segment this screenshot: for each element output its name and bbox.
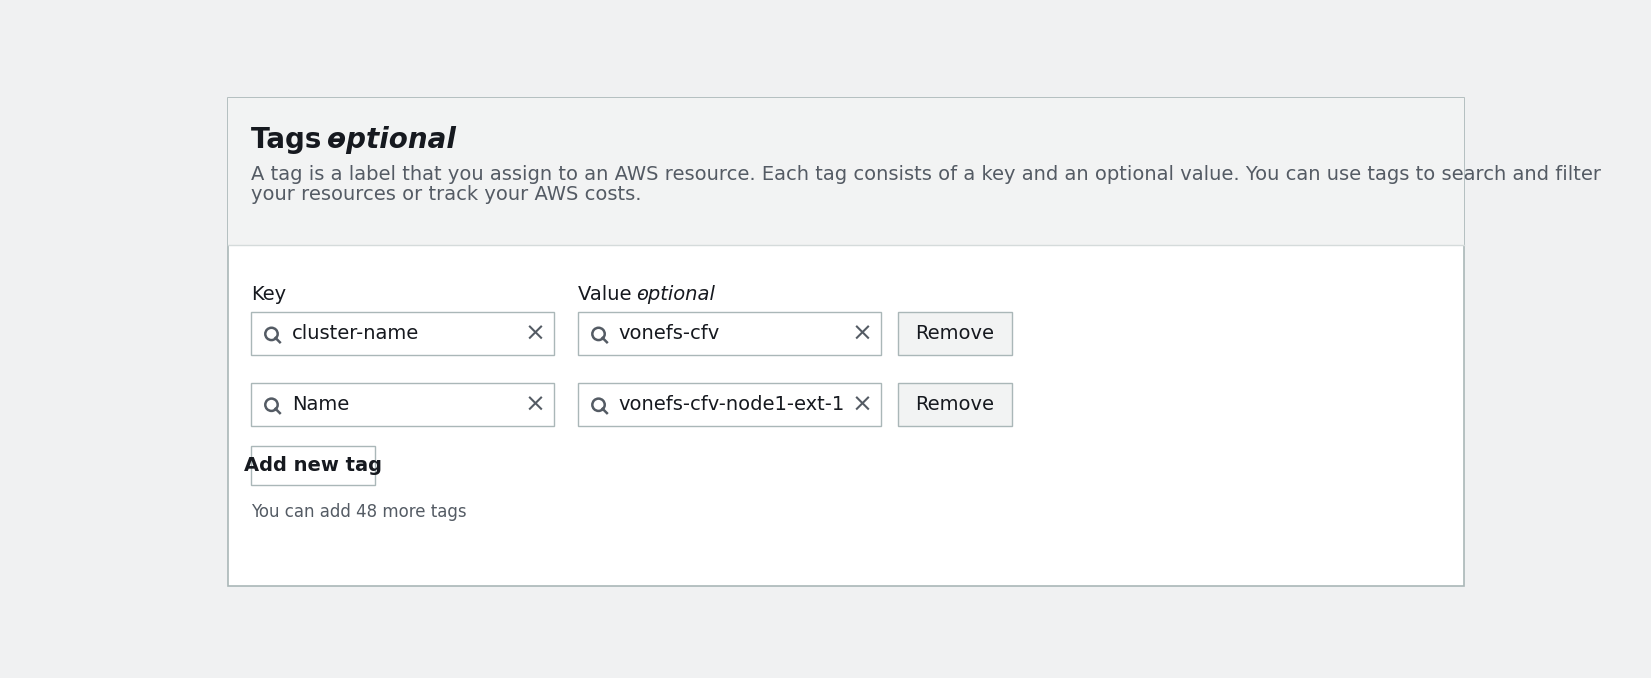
FancyBboxPatch shape [251, 313, 553, 355]
Text: ×: × [852, 393, 872, 417]
Text: cluster-name: cluster-name [292, 324, 419, 344]
Text: your resources or track your AWS costs.: your resources or track your AWS costs. [251, 184, 642, 203]
FancyBboxPatch shape [251, 446, 375, 485]
Text: ×: × [852, 322, 872, 346]
Text: Tags -: Tags - [251, 126, 352, 154]
FancyBboxPatch shape [228, 98, 1464, 245]
Text: Value -: Value - [578, 285, 652, 304]
Text: ×: × [525, 322, 545, 346]
FancyBboxPatch shape [898, 383, 1012, 426]
Text: Remove: Remove [916, 324, 994, 344]
FancyBboxPatch shape [228, 98, 1464, 586]
Text: A tag is a label that you assign to an AWS resource. Each tag consists of a key : A tag is a label that you assign to an A… [251, 165, 1601, 184]
Text: Add new tag: Add new tag [244, 456, 383, 475]
Text: vonefs-cfv-node1-ext-1: vonefs-cfv-node1-ext-1 [619, 395, 845, 414]
FancyBboxPatch shape [578, 313, 880, 355]
Text: ×: × [525, 393, 545, 417]
FancyBboxPatch shape [251, 383, 553, 426]
Text: vonefs-cfv: vonefs-cfv [619, 324, 720, 344]
Text: optional: optional [636, 285, 715, 304]
Text: Remove: Remove [916, 395, 994, 414]
Text: optional: optional [327, 126, 456, 154]
FancyBboxPatch shape [578, 383, 880, 426]
FancyBboxPatch shape [898, 313, 1012, 355]
Text: Name: Name [292, 395, 348, 414]
Text: You can add 48 more tags: You can add 48 more tags [251, 503, 467, 521]
Text: Key: Key [251, 285, 287, 304]
